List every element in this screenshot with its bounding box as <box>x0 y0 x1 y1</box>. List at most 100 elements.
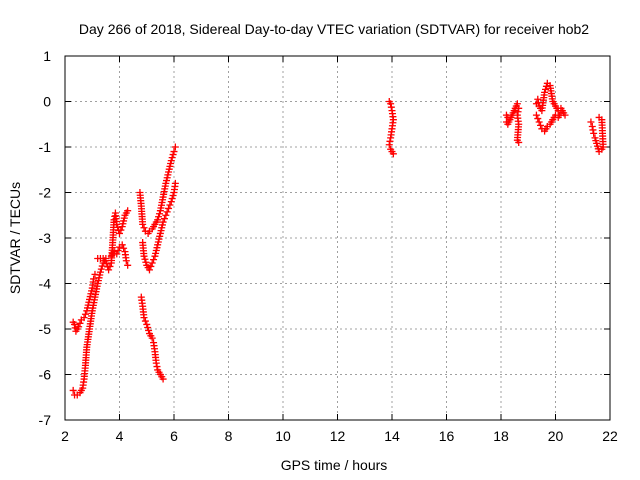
x-axis-label: GPS time / hours <box>281 457 388 473</box>
data-point <box>97 265 105 273</box>
grid <box>65 56 610 420</box>
data-point <box>513 100 521 108</box>
data-point <box>154 216 162 224</box>
data-point <box>140 224 148 232</box>
data-point <box>124 207 132 215</box>
data-point <box>386 137 394 145</box>
data-point <box>595 113 603 121</box>
data-point <box>542 85 550 93</box>
data-point <box>155 210 163 218</box>
data-point <box>169 192 177 200</box>
data-point <box>122 257 130 265</box>
data-point <box>140 252 148 260</box>
data-point <box>114 247 122 255</box>
data-point <box>116 229 123 237</box>
x-tick-label: 20 <box>548 428 564 444</box>
y-tick-label: -4 <box>39 276 52 292</box>
data-point <box>168 195 176 203</box>
data-point <box>113 220 121 228</box>
data-point <box>534 115 542 123</box>
data-point <box>169 151 177 159</box>
data-point <box>589 126 597 134</box>
data-point <box>535 118 543 126</box>
x-tick-label: 2 <box>61 428 69 444</box>
data-point <box>147 262 155 270</box>
data-point <box>113 250 121 258</box>
data-point <box>171 143 179 151</box>
data-point <box>168 154 176 162</box>
data-point <box>514 108 522 116</box>
x-tick-label: 6 <box>170 428 178 444</box>
y-tick-label: 0 <box>43 94 51 110</box>
data-point <box>141 255 149 263</box>
x-tick-label: 12 <box>330 428 346 444</box>
data-point <box>532 111 540 119</box>
data-point <box>387 103 395 111</box>
data-point <box>385 141 393 149</box>
data-point <box>166 201 174 209</box>
data-point <box>160 215 168 223</box>
data-point <box>150 256 158 264</box>
data-point <box>159 375 167 383</box>
y-tick-label: -3 <box>39 230 52 246</box>
data-point <box>162 211 170 219</box>
data-point <box>140 314 148 322</box>
x-tick-label: 4 <box>116 428 124 444</box>
data-point <box>98 262 106 270</box>
data-point <box>117 226 125 234</box>
data-point <box>76 319 84 327</box>
data-point <box>106 262 114 270</box>
chart-title: Day 266 of 2018, Sidereal Day-to-day VTE… <box>79 21 589 37</box>
data-points <box>69 79 607 399</box>
x-tick-label: 10 <box>275 428 291 444</box>
data-point <box>144 323 152 331</box>
data-point <box>590 129 598 137</box>
x-tick-label: 14 <box>384 428 400 444</box>
data-point <box>148 259 156 267</box>
y-tick-label: -1 <box>39 139 52 155</box>
y-tick-label: -2 <box>39 185 52 201</box>
data-point <box>80 314 88 322</box>
data-point <box>105 266 113 274</box>
data-point <box>170 148 178 156</box>
y-tick-label: 1 <box>43 48 51 64</box>
y-tick-label: -7 <box>39 412 52 428</box>
x-tick-label: 8 <box>225 428 233 444</box>
data-point <box>557 109 565 117</box>
data-point <box>90 275 98 283</box>
data-point <box>153 363 161 371</box>
data-point <box>124 261 132 269</box>
data-point <box>96 268 104 276</box>
y-tick-label: -6 <box>39 367 52 383</box>
data-point <box>145 266 153 274</box>
data-point <box>159 218 167 226</box>
x-tick-label: 22 <box>602 428 618 444</box>
data-point <box>143 320 151 328</box>
x-tick-label: 16 <box>439 428 455 444</box>
data-point <box>167 157 175 165</box>
data-point <box>541 88 549 96</box>
data-point <box>139 220 147 228</box>
data-point <box>69 386 77 394</box>
data-point <box>155 213 163 221</box>
data-point <box>75 323 83 331</box>
plot-frame <box>64 55 611 421</box>
data-point <box>389 150 397 158</box>
data-point <box>515 104 523 112</box>
data-point <box>171 179 179 187</box>
y-tick-label: -5 <box>39 321 52 337</box>
data-point <box>145 327 153 335</box>
data-point <box>534 95 542 103</box>
data-point <box>387 100 395 108</box>
data-point <box>163 208 171 216</box>
data-point <box>588 123 596 131</box>
data-point <box>515 138 523 146</box>
data-point <box>537 121 545 129</box>
data-point <box>71 320 79 328</box>
data-point <box>142 258 150 266</box>
data-point <box>167 198 175 206</box>
data-point <box>120 244 128 252</box>
data-point <box>152 359 160 367</box>
x-tick-label: 18 <box>493 428 509 444</box>
